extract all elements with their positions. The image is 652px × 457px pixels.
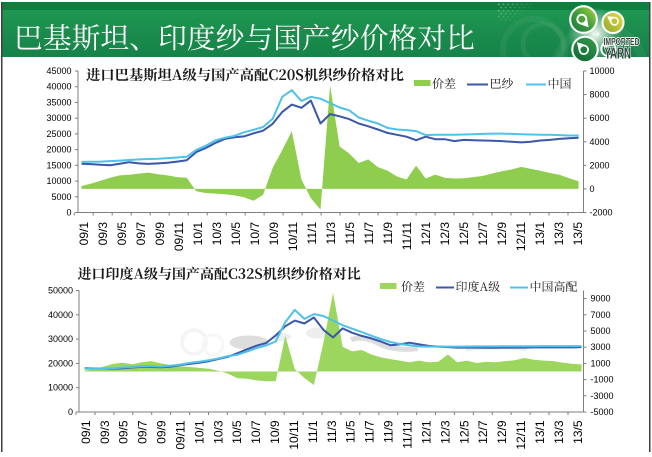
svg-text:09/5: 09/5	[117, 420, 131, 444]
svg-text:10/1: 10/1	[191, 222, 205, 246]
svg-text:10/7: 10/7	[248, 222, 262, 246]
svg-text:11/7: 11/7	[363, 420, 377, 443]
svg-text:40000: 40000	[48, 310, 73, 320]
svg-text:40000: 40000	[46, 82, 71, 92]
svg-text:12/5: 12/5	[457, 420, 471, 444]
svg-text:09/11: 09/11	[172, 222, 186, 251]
svg-text:09/9: 09/9	[155, 420, 169, 444]
svg-text:2000: 2000	[590, 160, 610, 170]
svg-text:10/5: 10/5	[230, 420, 244, 444]
svg-text:10/3: 10/3	[210, 222, 224, 246]
svg-text:11/9: 11/9	[381, 222, 395, 245]
svg-text:35000: 35000	[46, 97, 71, 107]
svg-text:-1000: -1000	[591, 375, 614, 385]
svg-text:09/11: 09/11	[174, 420, 188, 449]
svg-text:30000: 30000	[48, 334, 73, 344]
svg-text:10000: 10000	[46, 176, 71, 186]
svg-text:25000: 25000	[46, 129, 71, 139]
svg-text:13/1: 13/1	[533, 420, 547, 444]
svg-text:11/3: 11/3	[325, 420, 339, 443]
svg-text:09/3: 09/3	[98, 420, 112, 444]
svg-text:15000: 15000	[46, 160, 71, 170]
svg-text:10/9: 10/9	[268, 420, 282, 444]
svg-text:11/5: 11/5	[343, 222, 357, 245]
svg-text:45000: 45000	[46, 66, 71, 76]
svg-text:4000: 4000	[590, 137, 610, 147]
svg-text:9000: 9000	[591, 294, 611, 304]
svg-text:10/1: 10/1	[192, 420, 206, 444]
svg-text:11/7: 11/7	[362, 222, 376, 245]
svg-text:12/1: 12/1	[419, 222, 433, 246]
svg-text:7000: 7000	[591, 310, 611, 320]
svg-text:11/1: 11/1	[305, 222, 319, 245]
svg-text:1000: 1000	[591, 358, 611, 368]
svg-text:11/5: 11/5	[344, 420, 358, 443]
svg-text:09/5: 09/5	[115, 222, 129, 246]
svg-text:12/9: 12/9	[495, 420, 509, 444]
svg-text:09/1: 09/1	[79, 420, 93, 444]
svg-text:12/7: 12/7	[476, 420, 490, 444]
svg-text:11/11: 11/11	[401, 420, 415, 449]
svg-text:0: 0	[66, 208, 71, 218]
svg-text:0: 0	[68, 407, 73, 417]
svg-text:-2000: -2000	[590, 208, 613, 218]
svg-text:5000: 5000	[591, 326, 611, 336]
svg-text:12/11: 12/11	[514, 222, 528, 251]
svg-text:50000: 50000	[48, 286, 73, 296]
svg-text:3000: 3000	[591, 342, 611, 352]
svg-text:8000: 8000	[590, 90, 610, 100]
svg-text:12/11: 12/11	[514, 420, 528, 449]
svg-text:13/3: 13/3	[552, 420, 566, 444]
svg-text:12/9: 12/9	[495, 222, 509, 246]
svg-text:11/9: 11/9	[382, 420, 396, 443]
svg-text:11/1: 11/1	[306, 420, 320, 443]
svg-text:12/3: 12/3	[438, 222, 452, 246]
svg-text:09/3: 09/3	[96, 222, 110, 246]
svg-text:0: 0	[590, 184, 595, 194]
svg-text:10000: 10000	[48, 383, 73, 393]
svg-text:10/11: 10/11	[286, 222, 300, 251]
svg-text:20000: 20000	[46, 145, 71, 155]
svg-text:10/9: 10/9	[267, 222, 281, 246]
svg-text:10000: 10000	[590, 66, 615, 76]
svg-text:IMPORTED: IMPORTED	[604, 36, 640, 48]
svg-text:13/5: 13/5	[571, 420, 585, 444]
svg-text:09/1: 09/1	[77, 222, 91, 246]
svg-text:13/1: 13/1	[533, 222, 547, 246]
svg-text:09/9: 09/9	[153, 222, 167, 246]
svg-text:13/3: 13/3	[552, 222, 566, 246]
svg-text:12/3: 12/3	[438, 420, 452, 444]
svg-text:11/3: 11/3	[324, 222, 338, 245]
svg-text:12/5: 12/5	[457, 222, 471, 246]
svg-text:13/5: 13/5	[571, 222, 585, 246]
svg-text:YARN: YARN	[605, 46, 632, 63]
svg-text:-5000: -5000	[591, 407, 614, 417]
svg-text:30000: 30000	[46, 113, 71, 123]
svg-text:12/7: 12/7	[476, 222, 490, 246]
svg-text:5000: 5000	[51, 192, 71, 202]
svg-text:09/7: 09/7	[134, 222, 148, 246]
svg-text:12/1: 12/1	[419, 420, 433, 444]
svg-text:10/7: 10/7	[249, 420, 263, 444]
svg-text:-3000: -3000	[591, 391, 614, 401]
svg-text:6000: 6000	[590, 113, 610, 123]
svg-text:11/11: 11/11	[400, 222, 414, 251]
svg-text:10/5: 10/5	[229, 222, 243, 246]
svg-text:10/3: 10/3	[211, 420, 225, 444]
svg-text:09/7: 09/7	[136, 420, 150, 444]
svg-text:20000: 20000	[48, 358, 73, 368]
svg-text:10/11: 10/11	[287, 420, 301, 449]
